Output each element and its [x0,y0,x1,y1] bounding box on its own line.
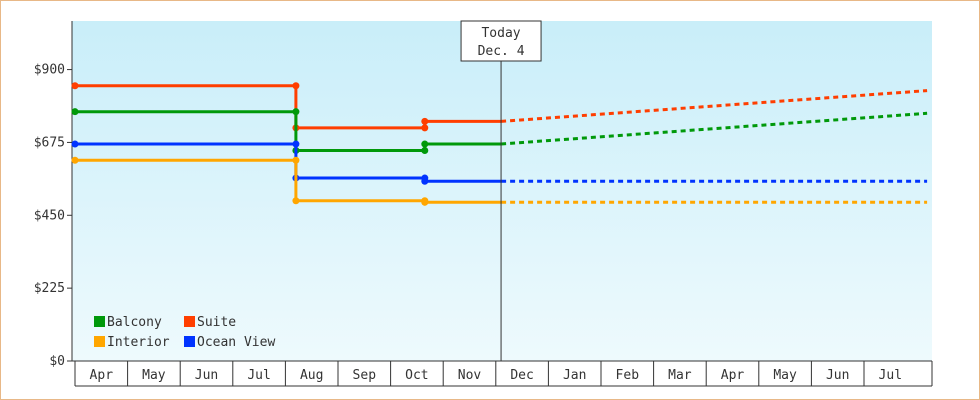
x-tick-label: Aug [300,368,323,383]
x-tick-label: Dec [510,368,533,383]
today-label: Today [481,26,520,41]
data-point [292,82,300,90]
projection-line [500,89,928,123]
data-point [292,156,300,164]
data-point [71,140,79,148]
x-tick-label: May [142,368,166,383]
x-tick-label: Jan [563,368,586,383]
history-line [75,158,502,204]
y-tick-label: $900 [34,63,65,78]
data-point [292,140,300,148]
legend-item-suite: Suite [184,315,236,330]
x-tick-label: Jul [879,368,902,383]
data-point [421,147,429,155]
data-point [71,156,79,164]
data-point [421,124,429,132]
legend-label: Suite [197,315,236,330]
legend-item-balcony: Balcony [94,315,162,330]
data-point [421,140,429,148]
x-tick-label: Nov [458,368,482,383]
data-point [421,117,429,125]
series-suite [71,82,928,132]
legend-swatch [184,336,195,347]
legend-item-ocean-view: Ocean View [184,335,275,350]
series-balcony [71,108,928,155]
series-group [71,82,928,206]
y-axis: $0 $225 $450 $675 $900 [34,21,73,369]
data-point [421,177,429,185]
today-box [460,20,542,62]
legend-swatch [184,316,195,327]
today-date: Dec. 4 [478,44,525,59]
y-tick-label: $225 [34,281,65,296]
legend-swatch [94,316,105,327]
x-tick-label: Jun [195,368,218,383]
x-tick-label: Feb [616,368,640,383]
projection-line [500,111,928,146]
series-ocean-view [71,140,928,185]
x-tick-label: May [773,368,797,383]
legend-swatch [94,336,105,347]
x-tick-label: Jun [826,368,849,383]
legend: Balcony Suite Interior Ocean View [94,315,275,350]
y-tick-label: $675 [34,135,65,150]
legend-item-interior: Interior [94,335,170,350]
x-axis: Apr May Jun Jul Aug Sep Oct Nov Dec Jan Feb Mar Apr M… [72,360,933,387]
data-point [421,198,429,206]
x-tick-label: Oct [405,368,428,383]
y-tick-label: $0 [49,354,65,369]
history-line [75,142,502,183]
data-point [71,82,79,90]
legend-label: Ocean View [197,335,275,350]
today-marker: Today Dec. 4 [460,20,542,361]
history-line [75,84,502,130]
data-point [292,197,300,205]
data-point [71,108,79,116]
legend-label: Interior [107,335,170,350]
plot-background [72,21,932,361]
data-point [292,108,300,116]
series-interior [71,156,928,206]
x-tick-label: Apr [721,368,745,383]
x-tick-label: Sep [353,368,377,383]
x-tick-label: Mar [668,368,692,383]
x-tick-label: Apr [90,368,114,383]
legend-label: Balcony [107,315,162,330]
y-tick-label: $450 [34,208,65,223]
history-line [75,110,502,152]
x-tick-label: Jul [247,368,270,383]
